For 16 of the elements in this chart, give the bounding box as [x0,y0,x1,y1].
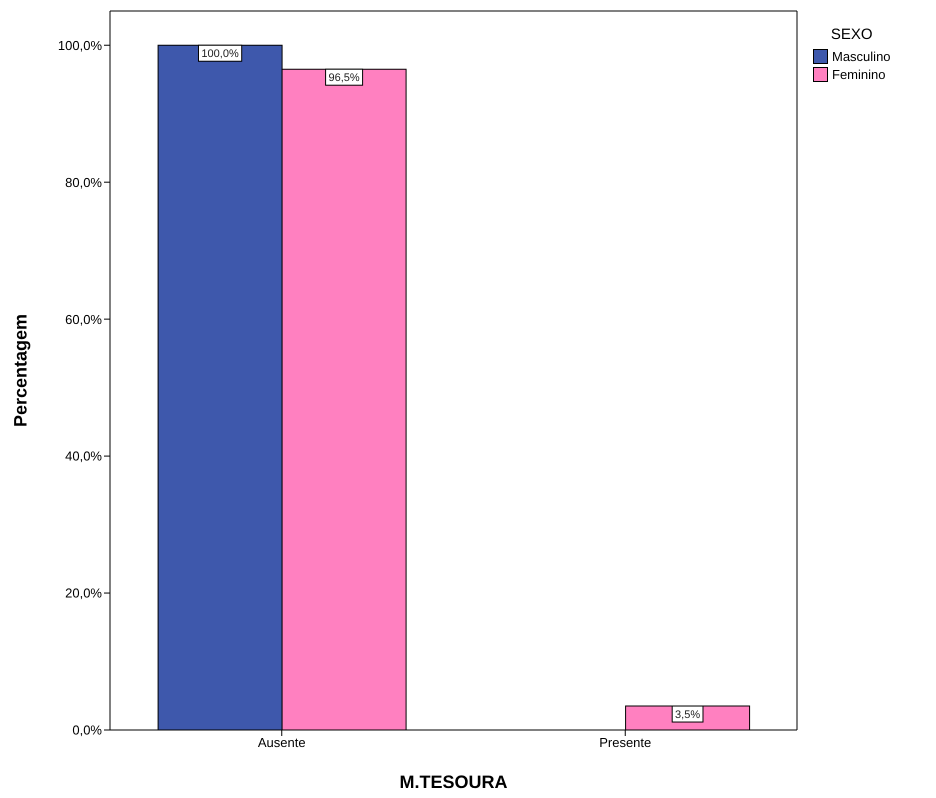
legend-title: SEXO [830,26,874,43]
data-label: 100,0% [201,48,239,60]
x-axis-title: M.TESOURA [400,772,508,792]
x-tick-label: Ausente [258,735,306,750]
y-tick-label: 100,0% [58,38,102,53]
y-tick-label: 80,0% [65,174,102,190]
y-tick-label: 0,0% [72,722,102,738]
x-tick-label: Presente [599,735,652,750]
legend-label: Masculino [832,49,891,64]
y-tick-label: 60,0% [65,312,102,327]
data-label: 96,5% [328,72,360,84]
y-tick-label: 20,0% [65,586,102,601]
y-axis-title: Percentagem [10,314,30,428]
y-tick-label: 40,0% [65,448,102,464]
legend-label: Feminino [832,67,886,82]
data-label: 3,5% [675,709,700,722]
